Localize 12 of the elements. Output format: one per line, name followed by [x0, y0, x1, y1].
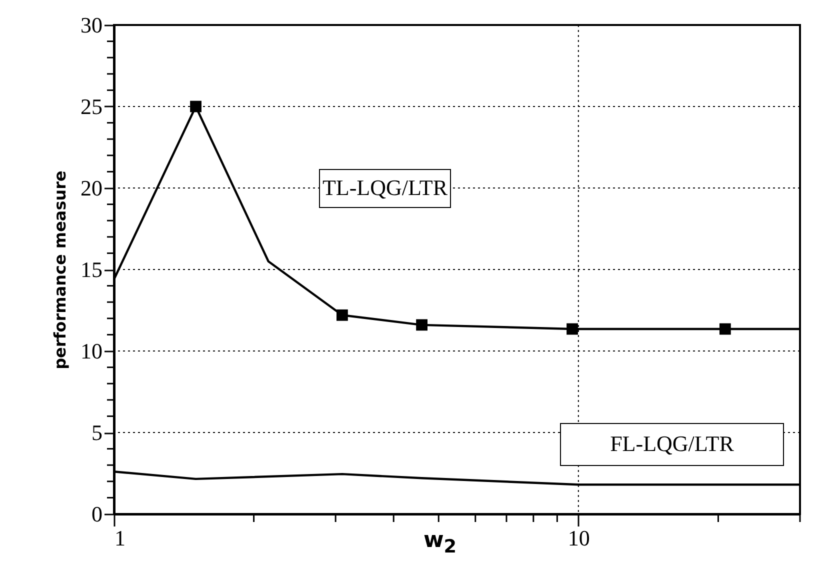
y-tick-label: 5 — [92, 420, 102, 445]
y-tick-label: 30 — [80, 12, 102, 38]
x-tick-label: 1 — [114, 526, 126, 550]
text-box: FL-LQG/LTR — [560, 422, 784, 466]
y-tick-label: 0 — [92, 502, 102, 526]
y-tick-label: 25 — [80, 94, 102, 119]
x-axis-title: w$_{2}$ — [422, 528, 458, 558]
y-tick-label: 10 — [80, 338, 102, 364]
text-box: TL-LQG/LTR — [319, 168, 451, 208]
y-tick-label: 20 — [80, 176, 102, 200]
y-axis-title: performance measure — [50, 170, 70, 370]
y-tick-label: 15 — [80, 257, 102, 282]
